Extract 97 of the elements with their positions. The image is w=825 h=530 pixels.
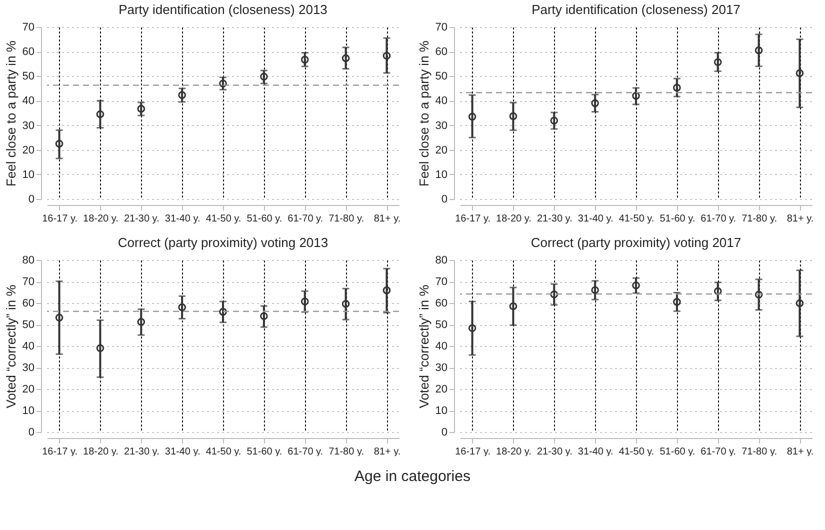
y-tick-label: 40 bbox=[435, 340, 448, 352]
chart-title: Party identification (closeness) 2013 bbox=[118, 2, 328, 17]
y-tick-label: 60 bbox=[435, 46, 448, 58]
y-axis-title: Voted “correctly” in % bbox=[416, 284, 432, 408]
point bbox=[591, 99, 599, 108]
point bbox=[468, 324, 476, 332]
y-tick-label: 50 bbox=[22, 70, 34, 83]
point bbox=[796, 69, 804, 78]
point bbox=[300, 56, 309, 64]
x-tick-label: 16-17 y. bbox=[455, 214, 490, 224]
chart-title: Correct (party proximity) voting 2017 bbox=[530, 235, 742, 250]
x-tick-label: 41-50 y. bbox=[618, 214, 654, 224]
point bbox=[178, 303, 186, 312]
y-tick-label: 30 bbox=[435, 362, 448, 374]
y-tick-label: 70 bbox=[435, 22, 448, 34]
point bbox=[137, 104, 146, 113]
point bbox=[219, 80, 227, 88]
y-tick-label: 40 bbox=[435, 95, 448, 108]
x-tick-label: 18-20 y. bbox=[496, 214, 532, 224]
point bbox=[342, 54, 350, 62]
point bbox=[632, 92, 640, 100]
x-tick-label: 51-60 y. bbox=[660, 214, 696, 224]
y-tick-label: 0 bbox=[441, 426, 448, 438]
point bbox=[673, 84, 681, 92]
point bbox=[137, 318, 146, 326]
x-tick-label: 31-40 y. bbox=[164, 214, 200, 224]
point bbox=[754, 290, 763, 299]
x-tick-label: 51-60 y. bbox=[246, 214, 282, 224]
y-tick-label: 30 bbox=[435, 120, 448, 132]
point bbox=[509, 112, 518, 120]
y-tick-label: 80 bbox=[22, 254, 34, 266]
y-tick-label: 30 bbox=[22, 120, 34, 132]
point bbox=[178, 91, 186, 99]
point bbox=[382, 52, 391, 60]
x-tick-label: 18-20 y. bbox=[83, 214, 118, 224]
x-tick-label: 81+ y. bbox=[786, 214, 814, 224]
x-tick-label: 41-50 y. bbox=[206, 214, 242, 224]
y-axis-title: Feel close to a party in % bbox=[3, 40, 18, 186]
point bbox=[673, 298, 681, 306]
y-tick-label: 50 bbox=[435, 319, 448, 331]
point bbox=[96, 110, 104, 118]
point bbox=[550, 116, 558, 125]
y-tick-label: 50 bbox=[22, 319, 34, 331]
x-axis-title: Age in categories bbox=[354, 468, 472, 485]
y-tick-label: 20 bbox=[435, 384, 448, 396]
y-tick-label: 0 bbox=[28, 426, 34, 438]
point bbox=[714, 58, 722, 66]
y-tick-label: 20 bbox=[435, 144, 448, 156]
y-tick-label: 60 bbox=[435, 298, 448, 310]
point bbox=[714, 287, 722, 296]
y-tick-label: 70 bbox=[435, 276, 448, 288]
y-axis-title: Feel close to a party in % bbox=[416, 40, 432, 186]
y-tick-label: 40 bbox=[22, 95, 34, 108]
y-tick-label: 70 bbox=[22, 276, 34, 288]
y-tick-label: 10 bbox=[22, 168, 34, 181]
point bbox=[342, 300, 350, 308]
y-tick-label: 60 bbox=[22, 46, 34, 58]
y-tick-label: 50 bbox=[435, 70, 448, 83]
point bbox=[382, 286, 391, 294]
chart-title: Party identification (closeness) 2017 bbox=[532, 2, 740, 17]
point bbox=[96, 344, 104, 352]
y-tick-label: 30 bbox=[22, 362, 34, 374]
x-tick-label: 61-70 y. bbox=[700, 214, 736, 224]
point bbox=[632, 281, 640, 290]
x-tick-label: 16-17 y. bbox=[42, 214, 78, 224]
point bbox=[754, 46, 763, 54]
point bbox=[300, 298, 309, 306]
x-tick-label: 71-80 y. bbox=[328, 214, 364, 224]
x-tick-label: 21-30 y. bbox=[124, 214, 160, 224]
y-tick-label: 80 bbox=[435, 254, 448, 266]
point bbox=[55, 314, 64, 322]
point bbox=[591, 286, 599, 294]
y-tick-label: 10 bbox=[22, 405, 34, 417]
point bbox=[55, 140, 64, 148]
y-tick-label: 0 bbox=[28, 194, 34, 206]
point bbox=[260, 312, 268, 320]
y-tick-label: 10 bbox=[435, 168, 448, 181]
point bbox=[796, 299, 804, 308]
x-tick-label: 21-30 y. bbox=[536, 214, 572, 224]
y-tick-label: 20 bbox=[22, 144, 34, 156]
chart-title: Correct (party proximity) voting 2013 bbox=[118, 235, 328, 250]
x-tick-label: 71-80 y. bbox=[742, 214, 777, 224]
x-tick-label: 81+ y. bbox=[374, 214, 401, 224]
x-tick-label: 31-40 y. bbox=[578, 214, 614, 224]
y-tick-label: 20 bbox=[22, 384, 34, 396]
x-tick-label: 61-70 y. bbox=[288, 214, 324, 224]
point bbox=[219, 308, 227, 316]
y-tick-label: 40 bbox=[22, 340, 34, 352]
y-tick-label: 60 bbox=[22, 298, 34, 310]
point bbox=[260, 72, 268, 81]
point bbox=[468, 112, 476, 121]
y-axis-title: Voted “correctly” in % bbox=[3, 284, 18, 408]
y-tick-label: 70 bbox=[22, 22, 34, 34]
y-tick-label: 10 bbox=[435, 405, 448, 417]
point bbox=[509, 302, 518, 310]
y-tick-label: 0 bbox=[441, 194, 448, 206]
point bbox=[550, 290, 558, 298]
